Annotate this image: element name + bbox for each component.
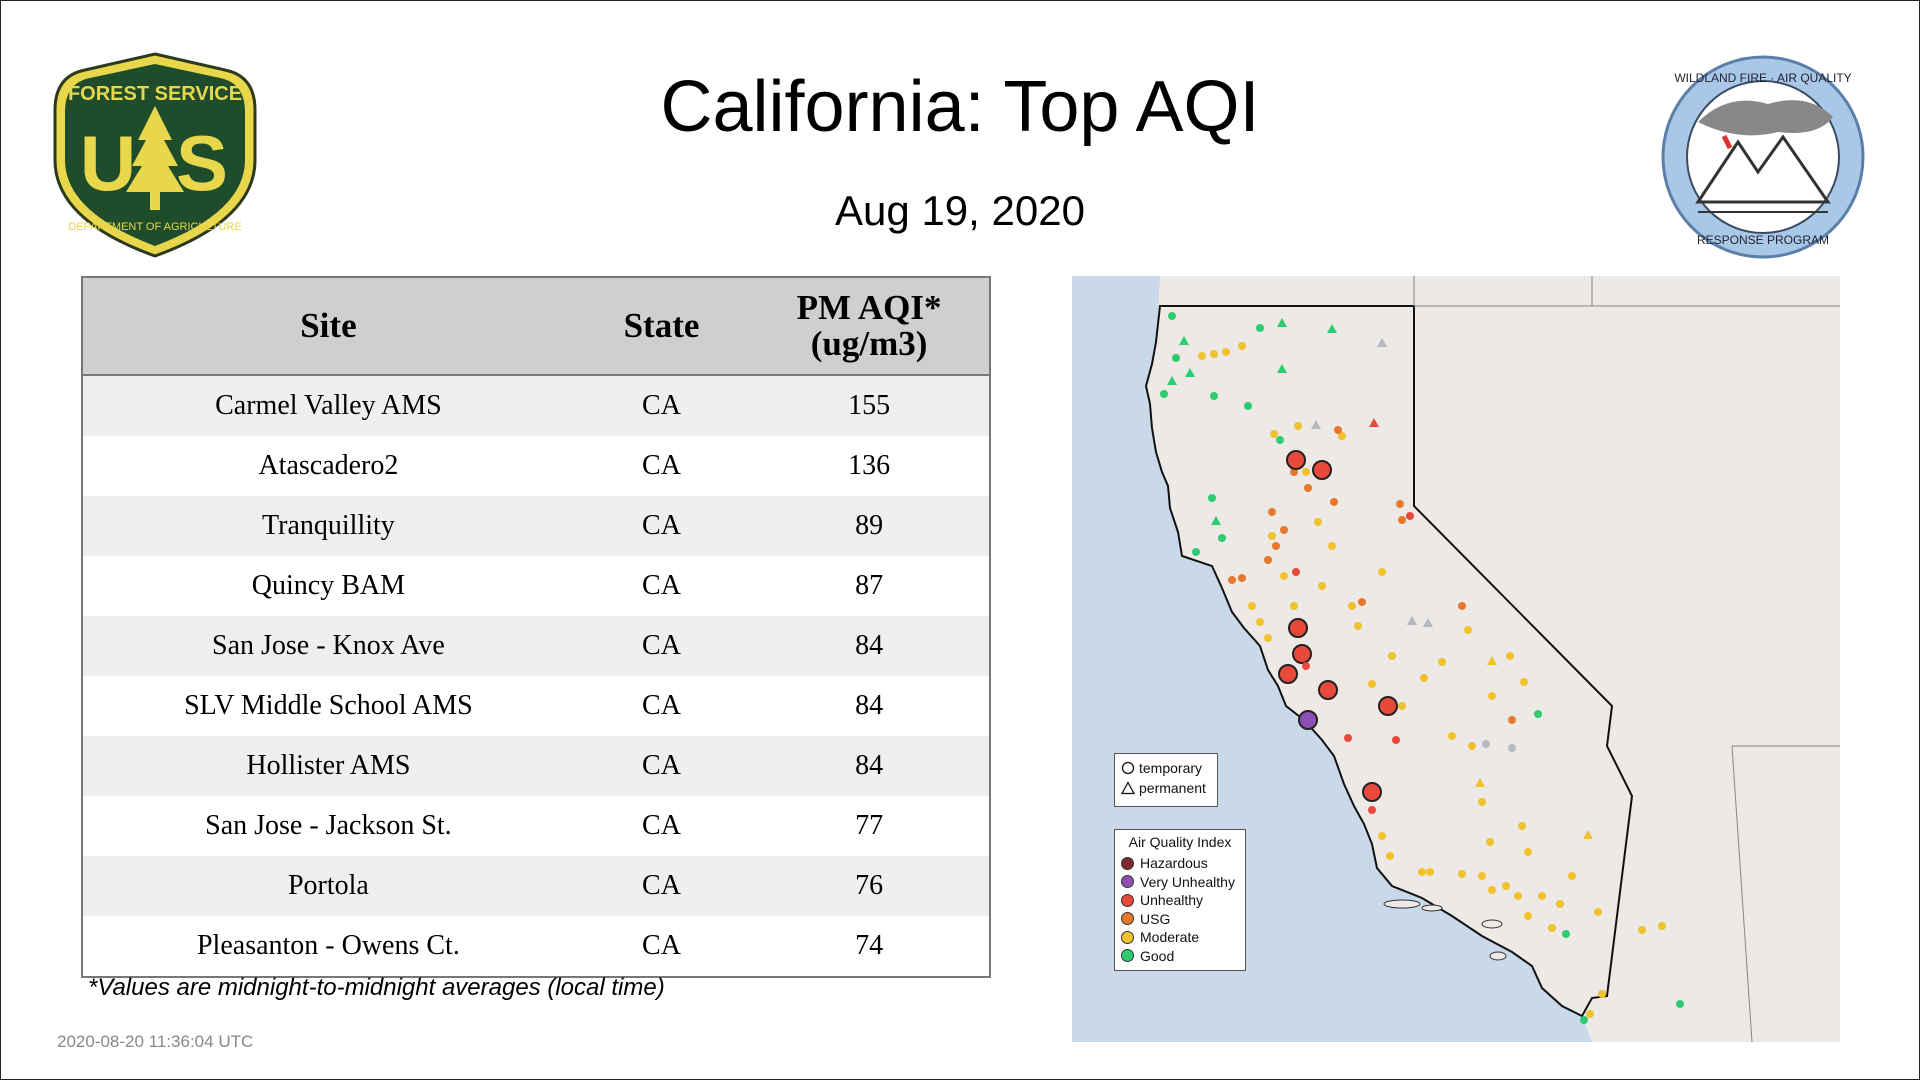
footnote: *Values are midnight-to-midnight average… [88,974,665,1001]
cell-aqi: 87 [749,556,990,616]
aqi-legend-label: Unhealthy [1140,892,1204,908]
header-state: State [573,277,750,376]
aqi-legend-label: USG [1140,910,1171,927]
aqi-table-body: Carmel Valley AMS CA 155 Atascadero2 CA 136 Tr… [82,375,990,977]
wf-logo-top-text: WILDLAND FIRE · AIR QUALITY [1674,71,1851,85]
header-aqi-line1: PM AQI* [796,288,942,327]
aqi-legend-item: Unhealthy [1121,892,1203,908]
page-title: California: Top AQI [660,67,1260,147]
timestamp: 2020-08-20 11:36:04 UTC [57,1032,254,1051]
wildland-fire-logo: WILDLAND FIRE · AIR QUALITY RESPONSE PRO… [1661,55,1865,259]
table-row: San Jose - Knox Ave CA 84 [82,616,990,676]
table-header-row: Site State PM AQI* (ug/m3) [82,277,990,376]
aqi-legend-item: Very Unhealthy [1121,874,1235,890]
header-aqi: PM AQI* (ug/m3) [749,277,990,376]
good-sites [1160,312,1684,1024]
cell-site: SLV Middle School AMS [82,676,574,736]
table-row: San Jose - Jackson St. CA 77 [82,796,990,856]
header-aqi-line2: (ug/m3) [810,324,928,363]
cell-site: Portola [82,856,574,916]
svg-text:S: S [176,119,228,207]
header-site: Site [82,277,574,376]
cell-site: Tranquillity [82,496,574,556]
cell-state: CA [573,436,750,496]
cell-state: CA [573,375,750,436]
cell-site: Hollister AMS [82,736,574,796]
usg-sites [1228,426,1516,724]
aqi-legend-title: Air Quality Index [1128,834,1232,850]
aqi-table: Site State PM AQI* (ug/m3) Carmel Valley… [81,276,991,978]
color-swatch-icon [1121,930,1134,944]
cell-state: CA [573,676,750,736]
table-row: SLV Middle School AMS CA 84 [82,676,990,736]
aqi-legend-label: Hazardous [1140,855,1208,871]
cell-aqi: 155 [749,375,990,436]
fs-logo-bottom-text: DEPARTMENT OF AGRICULTURE [68,221,241,233]
legend-temporary: temporary [1121,760,1202,776]
aqi-legend-label: Good [1140,947,1175,964]
triangle-icon [1121,781,1135,795]
cell-state: CA [573,616,750,676]
cell-state: CA [573,556,750,616]
cell-aqi: 77 [749,796,990,856]
aqi-legend-item: Good [1121,948,1174,964]
aqi-legend-item: Moderate [1121,929,1199,945]
grey-sites [1311,338,1516,752]
cell-site: Pleasanton - Owens Ct. [82,916,574,977]
table-row: Atascadero2 CA 136 [82,436,990,496]
cell-state: CA [573,796,750,856]
aqi-legend-label: Moderate [1140,929,1200,945]
cell-aqi: 84 [749,676,990,736]
legend-temporary-label: temporary [1139,760,1203,776]
aqi-legend-item: USG [1121,911,1170,927]
table-row: Quincy BAM CA 87 [82,556,990,616]
cell-state: CA [573,856,750,916]
cell-aqi: 74 [749,916,990,977]
forest-service-logo: FOREST SERVICE U S DEPARTMENT OF AGRICUL… [53,52,257,258]
cell-state: CA [573,736,750,796]
legend-permanent: permanent [1121,780,1206,796]
cell-aqi: 84 [749,616,990,676]
color-swatch-icon [1121,893,1134,907]
table-row: Tranquillity CA 89 [82,496,990,556]
cell-site: Quincy BAM [82,556,574,616]
page-date: Aug 19, 2020 [835,187,1085,234]
table-row: Carmel Valley AMS CA 155 [82,375,990,436]
table-row: Pleasanton - Owens Ct. CA 74 [82,916,990,977]
table-row: Hollister AMS CA 84 [82,736,990,796]
cell-aqi: 84 [749,736,990,796]
color-swatch-icon [1121,875,1134,888]
cell-site: Carmel Valley AMS [82,375,574,436]
unhealthy-sites [1278,418,1414,814]
fs-logo-top-text: FOREST SERVICE [68,83,242,105]
moderate-sites [1198,342,1666,1018]
circle-icon [1121,761,1135,775]
site-type-legend: temporary permanent [1114,753,1218,807]
cell-site: Atascadero2 [82,436,574,496]
cell-site: San Jose - Knox Ave [82,616,574,676]
cell-site: San Jose - Jackson St. [82,796,574,856]
legend-permanent-label: permanent [1139,780,1206,796]
aqi-legend-label: Very Unhealthy [1140,873,1235,890]
cell-state: CA [573,496,750,556]
table-row: Portola CA 76 [82,856,990,916]
aqi-legend: Air Quality Index Hazardous Very Unhealth… [1114,829,1246,971]
color-swatch-icon [1121,949,1134,962]
cell-aqi: 76 [749,856,990,916]
aqi-legend-item: Hazardous [1121,855,1208,871]
wf-logo-bottom-text: RESPONSE PROGRAM [1697,233,1829,247]
cell-state: CA [573,916,750,977]
cell-aqi: 136 [749,436,990,496]
pine-tree-icon [126,106,184,210]
color-swatch-icon [1121,912,1134,925]
very-unhealthy-sites [1298,710,1318,730]
color-swatch-icon [1121,856,1134,870]
cell-aqi: 89 [749,496,990,556]
svg-text:U: U [80,119,136,207]
